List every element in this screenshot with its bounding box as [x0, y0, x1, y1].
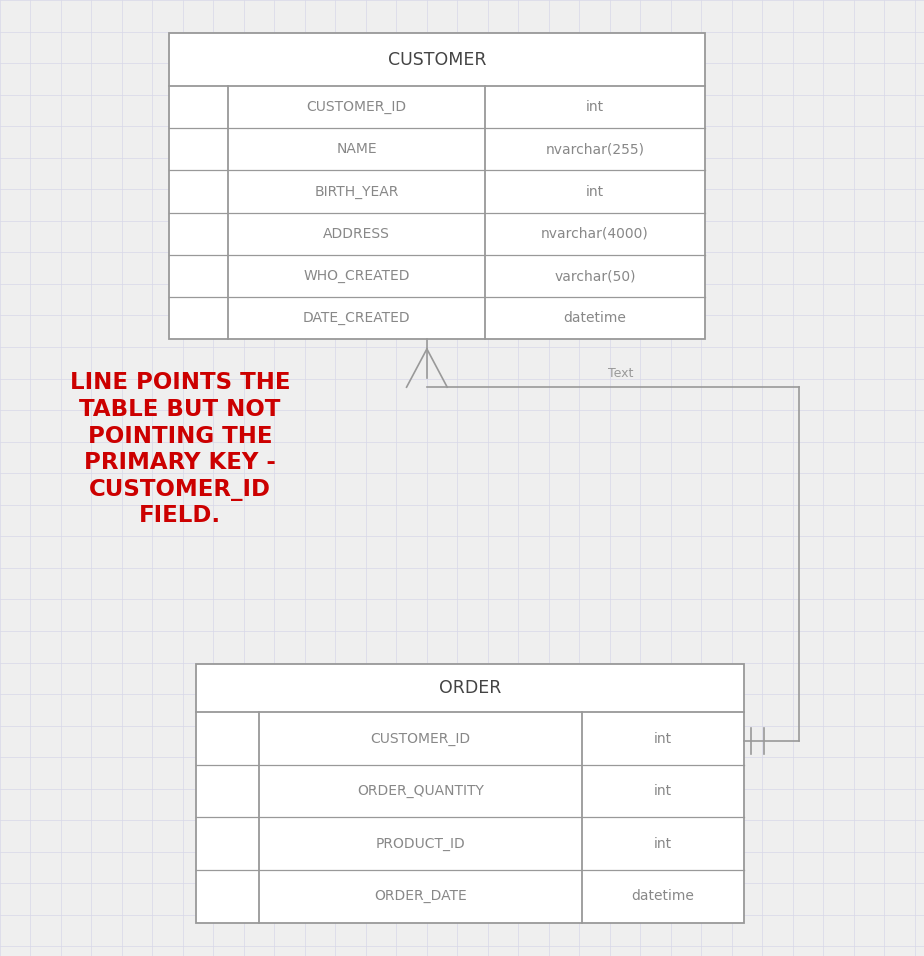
Bar — [169, 33, 705, 339]
Text: datetime: datetime — [564, 312, 626, 325]
Text: nvarchar(4000): nvarchar(4000) — [541, 227, 649, 241]
Text: nvarchar(255): nvarchar(255) — [545, 142, 645, 157]
Text: WHO_CREATED: WHO_CREATED — [303, 269, 410, 283]
Text: int: int — [654, 731, 672, 746]
Text: BIRTH_YEAR: BIRTH_YEAR — [314, 185, 399, 199]
Text: int: int — [586, 185, 604, 199]
Text: CUSTOMER_ID: CUSTOMER_ID — [371, 731, 470, 746]
Text: ADDRESS: ADDRESS — [323, 227, 390, 241]
Text: ORDER_DATE: ORDER_DATE — [374, 889, 467, 903]
Text: CUSTOMER: CUSTOMER — [388, 51, 486, 69]
Text: varchar(50): varchar(50) — [554, 269, 636, 283]
Text: Text: Text — [608, 366, 634, 380]
Text: int: int — [654, 784, 672, 798]
Text: ORDER_QUANTITY: ORDER_QUANTITY — [357, 784, 484, 798]
Text: PRODUCT_ID: PRODUCT_ID — [375, 836, 466, 851]
Text: datetime: datetime — [631, 889, 695, 903]
Text: ORDER: ORDER — [439, 680, 501, 697]
Bar — [196, 664, 744, 923]
Text: CUSTOMER_ID: CUSTOMER_ID — [307, 100, 407, 114]
Text: LINE POINTS THE
TABLE BUT NOT
POINTING THE
PRIMARY KEY -
CUSTOMER_ID
FIELD.: LINE POINTS THE TABLE BUT NOT POINTING T… — [70, 371, 290, 528]
Text: int: int — [654, 836, 672, 851]
Text: int: int — [586, 100, 604, 114]
Text: NAME: NAME — [336, 142, 377, 157]
Text: DATE_CREATED: DATE_CREATED — [303, 312, 410, 325]
